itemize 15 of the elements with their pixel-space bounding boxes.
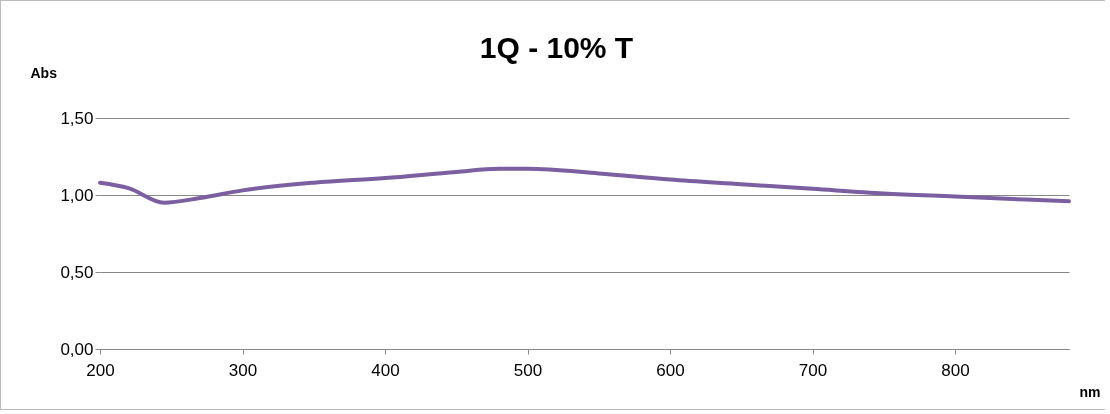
y-tick-label: 0,50: [60, 262, 94, 282]
x-tick-label: 700: [798, 360, 828, 380]
y-tick-label: 1,50: [60, 108, 94, 128]
line-series: [98, 166, 1071, 205]
x-tick-label: 800: [941, 360, 970, 380]
y-tick-label: 1,00: [60, 185, 94, 205]
y-tick-label: 0,00: [60, 339, 94, 359]
y-axis-title: Abs: [30, 64, 58, 81]
x-tick-label: 500: [513, 360, 543, 380]
chart-title: 1Q - 10% T: [479, 31, 634, 64]
x-tick-label: 300: [228, 360, 258, 380]
x-tick-label: 400: [371, 360, 400, 380]
x-tick-label: 600: [656, 360, 685, 380]
x-tick-label: 200: [86, 360, 115, 380]
x-axis-title: nm: [1079, 383, 1101, 400]
